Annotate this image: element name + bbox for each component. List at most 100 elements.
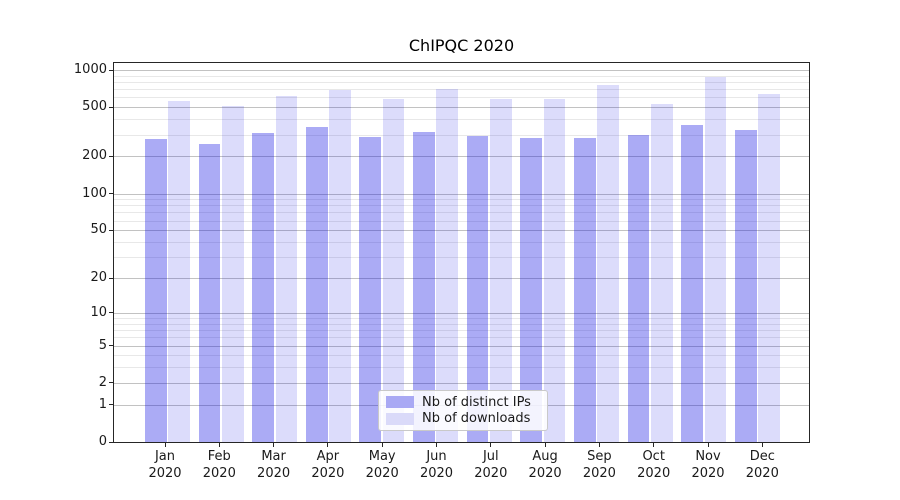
y-tick	[109, 193, 113, 194]
gridline-minor	[114, 257, 809, 259]
bar-downloads	[221, 106, 244, 442]
y-tick-label: 200	[82, 148, 107, 164]
x-tick-label: Mar 2020	[257, 449, 291, 481]
x-tick-label: Jul 2020	[474, 449, 508, 481]
gridline-major	[114, 345, 809, 347]
bar-downloads	[329, 89, 351, 442]
bar-downloads	[543, 99, 566, 442]
y-tick-label: 100	[82, 185, 107, 201]
legend-item-downloads: Nb of downloads	[386, 411, 540, 426]
bar-downloads	[168, 100, 190, 442]
gridline-minor	[114, 134, 809, 136]
y-tick	[109, 404, 113, 406]
legend-label-distinct-ips: Nb of distinct IPs	[422, 394, 531, 410]
y-tick	[109, 382, 113, 384]
x-tick-label: May 2020	[365, 449, 399, 481]
gridline-minor	[114, 97, 809, 99]
x-tick	[707, 443, 709, 447]
bar-distinct-ips	[252, 132, 274, 442]
y-tick	[109, 312, 113, 314]
y-tick	[109, 106, 113, 108]
plot-area: Nb of distinct IPs Nb of downloads	[113, 62, 810, 443]
y-tick	[109, 277, 113, 279]
x-tick	[436, 443, 437, 447]
legend-label-downloads: Nb of downloads	[422, 411, 531, 427]
y-tick-label: 1000	[73, 62, 107, 77]
x-tick	[218, 443, 220, 447]
bar-distinct-ips	[734, 129, 757, 442]
gridline-major	[114, 312, 809, 314]
gridline-minor	[114, 75, 809, 77]
bar-downloads	[436, 89, 459, 442]
bar-downloads	[650, 103, 673, 442]
legend-item-distinct-ips: Nb of distinct IPs	[386, 395, 540, 410]
y-tick	[109, 229, 113, 231]
x-tick	[273, 443, 275, 447]
x-tick	[653, 443, 655, 447]
x-tick-label: Oct 2020	[637, 449, 671, 481]
x-tick	[490, 443, 492, 447]
x-tick-label: Jan 2020	[148, 449, 182, 481]
y-tick	[109, 69, 113, 71]
bar-downloads	[382, 98, 405, 442]
gridline-minor	[114, 337, 809, 339]
gridline-minor	[114, 355, 809, 357]
y-tick-label: 1	[98, 396, 107, 412]
gridline-major	[114, 230, 809, 232]
legend-swatch-downloads	[386, 412, 414, 425]
gridline-major	[114, 156, 809, 158]
legend: Nb of distinct IPs Nb of downloads	[378, 390, 548, 431]
y-tick-label: 50	[90, 222, 107, 238]
gridline-minor	[114, 82, 809, 83]
gridline-minor	[114, 367, 809, 369]
x-tick-label: Apr 2020	[311, 449, 345, 481]
x-tick-label: Feb 2020	[202, 449, 236, 481]
x-tick	[598, 443, 600, 447]
legend-swatch-distinct-ips	[386, 396, 414, 409]
bar-distinct-ips	[520, 137, 543, 442]
bar-downloads	[597, 85, 619, 442]
bar-distinct-ips	[198, 144, 221, 442]
bar-distinct-ips	[681, 124, 703, 442]
x-tick	[381, 443, 383, 447]
y-tick-label: 0	[98, 434, 107, 449]
gridline-major	[114, 70, 809, 71]
y-tick-label: 10	[90, 304, 107, 320]
y-tick-label: 5	[98, 337, 107, 353]
y-tick-label: 500	[82, 99, 107, 115]
gridline-major	[114, 107, 809, 109]
bar-downloads	[704, 77, 727, 442]
gridline-minor	[114, 212, 809, 214]
gridline-minor	[114, 119, 809, 121]
x-tick	[327, 443, 329, 447]
y-tick	[109, 441, 113, 443]
y-tick	[109, 155, 113, 157]
gridline-minor	[114, 220, 809, 222]
bar-downloads	[275, 96, 298, 442]
gridline-minor	[114, 242, 809, 244]
bar-downloads	[490, 98, 512, 442]
gridline-minor	[114, 205, 809, 207]
bar-distinct-ips	[305, 127, 328, 442]
bar-distinct-ips	[466, 135, 489, 442]
bar-distinct-ips	[359, 136, 382, 442]
gridline-minor	[114, 330, 809, 332]
x-tick-label: Aug 2020	[528, 449, 562, 481]
bar-distinct-ips	[573, 137, 596, 442]
chart-title: ChIPQC 2020	[408, 36, 515, 55]
x-tick-label: Nov 2020	[691, 449, 725, 481]
y-tick-label: 2	[98, 374, 107, 390]
x-tick-label: Sep 2020	[582, 449, 616, 481]
y-tick-label: 20	[90, 270, 107, 286]
gridline-minor	[114, 199, 809, 201]
bar-distinct-ips	[413, 132, 435, 442]
bar-downloads	[758, 93, 780, 442]
gridline-minor	[114, 89, 809, 91]
y-tick	[109, 345, 113, 347]
x-tick-label: Dec 2020	[745, 449, 779, 481]
x-tick	[164, 443, 166, 447]
x-tick	[761, 443, 763, 447]
gridline-minor	[114, 323, 809, 325]
x-tick	[544, 443, 546, 447]
